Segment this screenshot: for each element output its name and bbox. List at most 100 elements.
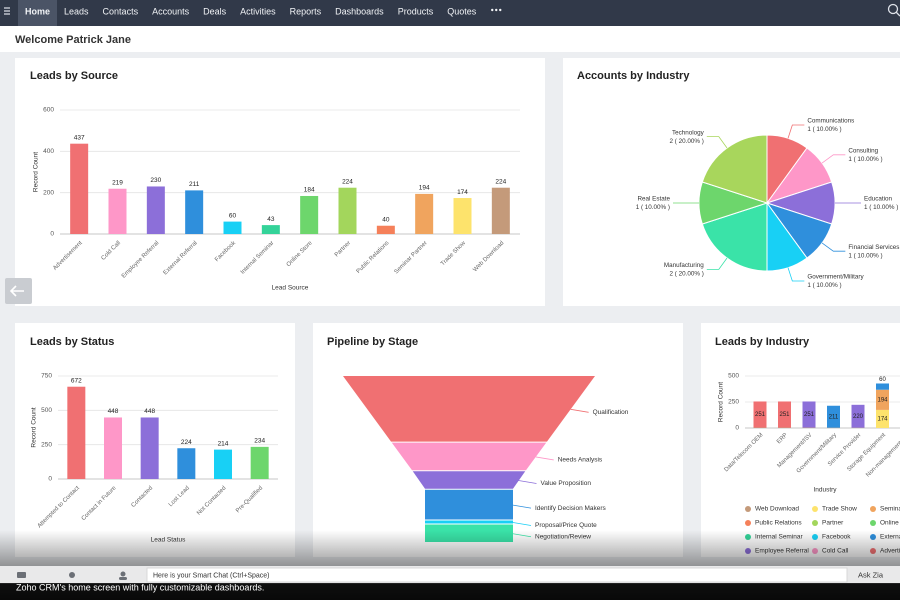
pie-slice [701, 202, 768, 272]
bar [146, 186, 165, 234]
caption: Zoho CRM's home screen with fully custom… [16, 582, 264, 592]
leader-line [821, 154, 846, 164]
bar [223, 221, 242, 234]
bar [67, 386, 86, 479]
slice-label: Financial Services [848, 244, 899, 251]
bar [415, 193, 434, 234]
data-label: 224 [495, 178, 506, 185]
nav-item[interactable]: Accounts [152, 6, 190, 16]
nav-item[interactable]: Quotes [447, 6, 477, 16]
stage-label: Proposal/Price Quote [535, 522, 597, 529]
nav-item[interactable]: Products [398, 6, 434, 16]
data-label: 214 [218, 440, 229, 447]
card-title: Accounts by Industry [577, 70, 690, 82]
slice-value: 1 ( 10.00% ) [848, 252, 882, 259]
y-axis-label: Record Count [33, 152, 40, 192]
bar [140, 417, 159, 479]
data-label: 672 [71, 377, 82, 384]
slice-label: Government/Military [807, 274, 864, 281]
search-icon[interactable] [887, 3, 900, 17]
stage-label: Value Proposition [540, 480, 591, 487]
leader-line [512, 522, 532, 526]
bar [338, 187, 357, 234]
card-title: Leads by Source [30, 70, 118, 82]
leader-line [706, 257, 728, 270]
legend-label[interactable]: Seminar Partner [880, 506, 900, 513]
leader-line [570, 408, 589, 413]
ask-zia[interactable]: Ask Zia [858, 570, 884, 579]
data-label: 251 [804, 412, 815, 418]
y-tick-label: 250 [41, 441, 52, 448]
legend-swatch [812, 506, 818, 512]
legend-swatch [745, 506, 751, 512]
y-tick-label: 400 [43, 148, 54, 155]
stage-label: Qualification [593, 409, 629, 416]
card [15, 58, 545, 306]
bar [491, 187, 510, 234]
smart-chat-input[interactable] [146, 567, 848, 583]
legend-label[interactable]: Partner [822, 520, 844, 527]
nav-item[interactable]: Deals [203, 6, 227, 16]
nav-item[interactable]: Reports [290, 6, 322, 16]
slice-label: Communications [807, 118, 854, 125]
leader-line [512, 504, 532, 509]
back-button[interactable] [5, 278, 32, 304]
menu-icon[interactable] [4, 7, 10, 15]
data-label: 40 [382, 216, 390, 223]
legend-swatch [745, 520, 751, 526]
y-tick-label: 0 [50, 231, 54, 238]
bar-segment [876, 389, 889, 410]
legend-swatch [812, 520, 818, 526]
legend-label[interactable]: Trade Show [822, 506, 857, 513]
y-tick-label: 0 [735, 425, 739, 432]
legend-label[interactable]: Online Store [880, 520, 900, 527]
y-tick-label: 750 [41, 373, 52, 380]
nav-item[interactable]: Activities [240, 6, 276, 16]
slice-value: 1 ( 10.00% ) [807, 126, 841, 133]
slice-label: Technology [672, 129, 705, 136]
more-dot [491, 8, 494, 12]
stage-label: Needs Analysis [558, 457, 603, 464]
x-axis-label: Lead Source [272, 285, 309, 292]
y-tick-label: 0 [48, 476, 52, 483]
funnel-segment [425, 520, 513, 524]
y-tick-label: 600 [43, 107, 54, 114]
data-label: 448 [144, 408, 155, 415]
legend-label[interactable]: Public Relations [755, 520, 802, 527]
data-label: 224 [181, 439, 192, 446]
bar-segment [778, 401, 791, 428]
legend-swatch [870, 520, 876, 526]
leader-line [706, 136, 728, 149]
leader-line [518, 480, 537, 484]
y-axis-label: Record Count [31, 407, 38, 447]
x-axis-label: Industry [813, 487, 837, 494]
bar [214, 449, 232, 479]
more-dot [495, 8, 498, 12]
slice-label: Consulting [848, 147, 878, 154]
welcome-bar [0, 26, 900, 52]
data-label: 174 [877, 417, 888, 423]
bottom-icons[interactable] [17, 571, 127, 581]
slice-label: Real Estate [637, 196, 670, 203]
leader-line [821, 242, 846, 252]
nav-active [18, 0, 58, 26]
y-tick-label: 500 [728, 373, 739, 380]
card-title: Pipeline by Stage [327, 336, 418, 348]
y-tick-label: 250 [728, 399, 739, 406]
slice-value: 2 ( 20.00% ) [669, 138, 703, 145]
bar-segment [753, 401, 767, 428]
nav-item[interactable]: Contacts [103, 6, 139, 16]
bar [70, 143, 89, 234]
nav-item[interactable]: Dashboards [335, 6, 384, 16]
funnel-segment [391, 442, 547, 471]
pie-slice [701, 134, 768, 204]
nav-item[interactable]: Leads [64, 6, 89, 16]
welcome-text: Welcome Patrick Jane [15, 34, 131, 46]
legend-label[interactable]: Web Download [755, 506, 799, 513]
bar [177, 448, 196, 479]
nav-item[interactable]: Home [25, 6, 50, 16]
bar [376, 225, 395, 234]
bar-segment [876, 409, 889, 428]
card-title: Leads by Status [30, 336, 114, 348]
